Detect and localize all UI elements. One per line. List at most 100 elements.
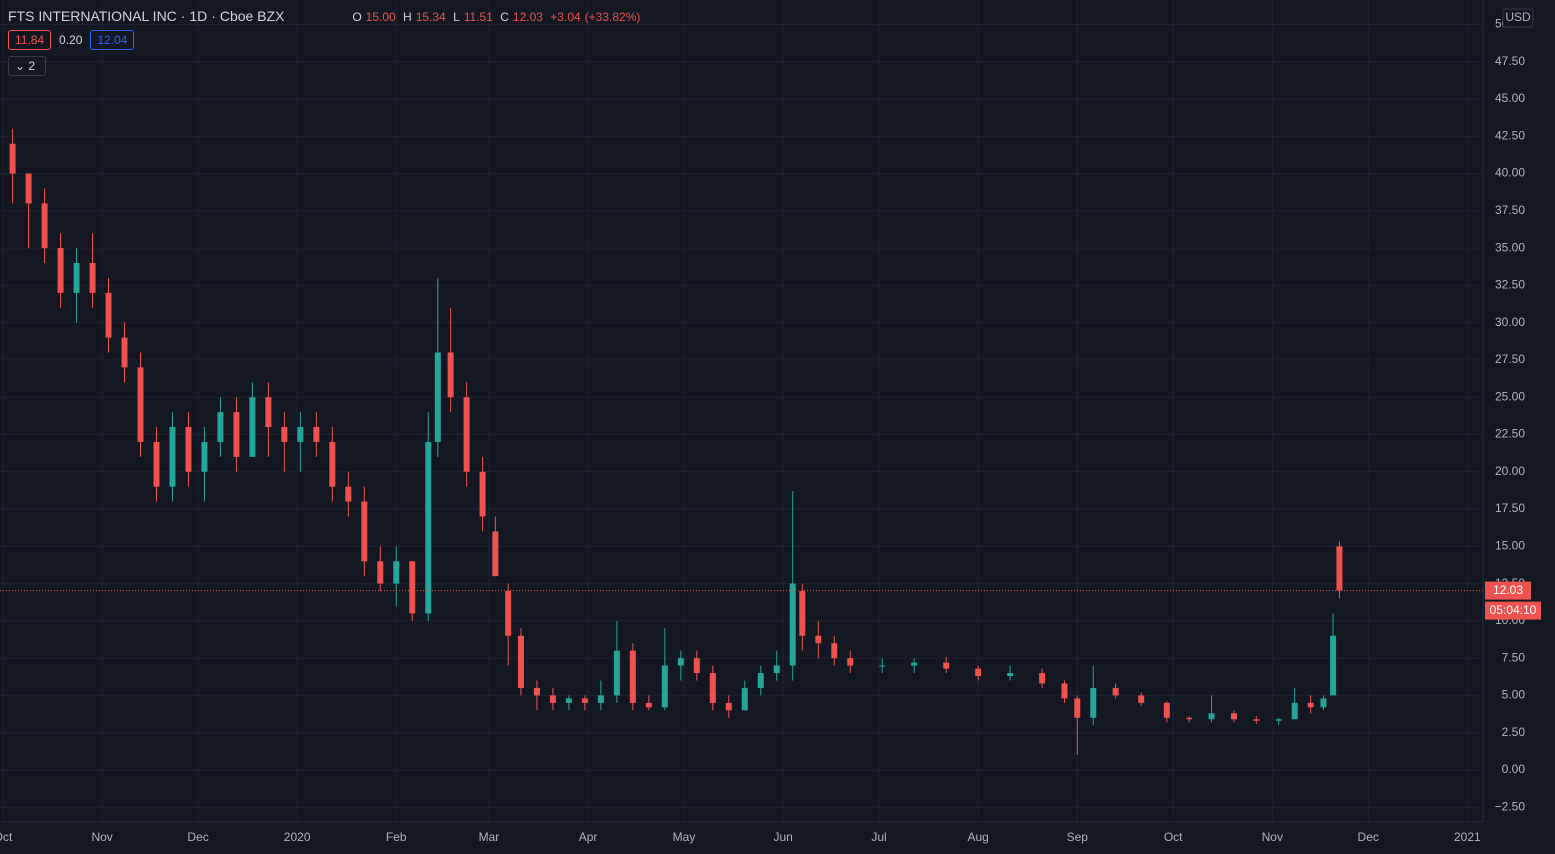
candle-body: [1090, 687, 1097, 718]
x-tick-label: 2020: [284, 830, 311, 844]
symbol[interactable]: FTS INTERNATIONAL INC: [8, 8, 177, 24]
candle-body: [943, 662, 950, 669]
candle-body: [1230, 713, 1237, 720]
candle-body: [1330, 635, 1337, 696]
x-tick-label: Sep: [1067, 830, 1089, 844]
currency-box: [1502, 8, 1534, 28]
candle-body: [645, 702, 652, 708]
candle-body: [169, 427, 176, 487]
candle-body: [565, 698, 572, 703]
candle-body: [393, 561, 400, 584]
candle-body: [1112, 687, 1119, 696]
interval[interactable]: 1D: [189, 8, 208, 24]
x-tick-label: Aug: [967, 830, 988, 844]
last-price-label: 12.03: [1493, 583, 1523, 597]
label: H: [403, 10, 412, 24]
y-tick-label: 37.50: [1495, 203, 1525, 217]
bid[interactable]: 11.84: [8, 30, 52, 50]
change-pct: (+33.82%): [584, 10, 641, 24]
y-tick-label: 15.00: [1495, 538, 1525, 552]
y-tick-label: 17.50: [1495, 501, 1525, 515]
change: +3.04: [550, 10, 581, 24]
candle-body: [201, 441, 208, 472]
label: L: [453, 10, 460, 24]
candle-body: [1163, 702, 1170, 718]
y-tick-label: 47.50: [1495, 54, 1525, 68]
y-tick-label: 20.00: [1495, 464, 1525, 478]
candle-body: [233, 412, 240, 457]
y-tick-label: 30.00: [1495, 315, 1525, 329]
y-tick-label: −2.50: [1495, 799, 1526, 813]
candle-body: [265, 397, 272, 428]
candle-body: [677, 658, 684, 666]
candle-body: [581, 698, 588, 703]
candle-body: [479, 471, 486, 517]
y-tick-label: 35.00: [1495, 240, 1525, 254]
indicator-count: 2: [28, 59, 36, 73]
candle-body: [25, 173, 32, 204]
candle-body: [505, 591, 512, 636]
legend-row: FTS INTERNATIONAL INC · 1D · Cboe BZX O 15.…: [8, 8, 641, 24]
candle-body: [1007, 673, 1014, 677]
candle-body: [613, 650, 620, 696]
countdown-badge: [1485, 601, 1541, 620]
y-tick-label: 45.00: [1495, 91, 1525, 105]
x-tick-label: Apr: [579, 830, 598, 844]
candle-body: [757, 673, 764, 688]
x-tick-label: Nov: [1262, 830, 1283, 844]
axis-bg: [1483, 0, 1555, 854]
y-tick-label: 25.00: [1495, 389, 1525, 403]
candle-body: [815, 635, 822, 644]
header: FTS INTERNATIONAL INC · 1D · Cboe BZX O 15.…: [8, 8, 648, 76]
candle-body: [185, 427, 192, 472]
candle-body: [1039, 673, 1046, 684]
candle-body: [1275, 719, 1282, 721]
candle-body: [409, 561, 416, 614]
candle-body: [629, 650, 636, 703]
candle-body: [517, 635, 524, 688]
candle-body: [217, 412, 224, 442]
y-tick-label: 40.00: [1495, 166, 1525, 180]
x-tick-label: Jul: [871, 830, 886, 844]
candle-body: [105, 292, 112, 338]
x-tick-label: Oct: [0, 830, 13, 844]
candle-body: [975, 668, 982, 677]
indicator-toggle[interactable]: ⌄ 2: [8, 56, 47, 76]
last-price-badge: [1485, 581, 1531, 600]
quote-row: 11.84 0.20 12.04: [8, 30, 648, 50]
candle-body: [281, 427, 288, 442]
candle-body: [847, 658, 854, 666]
candle-body: [709, 673, 716, 703]
candle-body: [597, 695, 604, 703]
x-tick-label: Dec: [187, 830, 208, 844]
candle-body: [447, 352, 454, 398]
candle-body: [1307, 702, 1314, 708]
spread: 0.20: [59, 33, 83, 47]
x-tick-label: Feb: [386, 830, 407, 844]
candle-body: [329, 441, 336, 487]
candle-body: [57, 248, 64, 293]
candle-body: [89, 263, 96, 293]
candle-body: [1061, 683, 1068, 699]
y-tick-label: 32.50: [1495, 278, 1525, 292]
candle-body: [661, 665, 668, 708]
label: C: [500, 10, 509, 24]
grid: [0, 0, 1483, 822]
x-tick-label: Dec: [1358, 830, 1379, 844]
candle-body: [741, 687, 748, 711]
candle-body: [533, 687, 540, 696]
value: 11.51: [463, 10, 493, 24]
y-tick-label: 27.50: [1495, 352, 1525, 366]
ask[interactable]: 12.04: [90, 30, 135, 50]
candle-body: [313, 427, 320, 442]
candle-body: [1253, 719, 1260, 721]
x-tick-label: Jun: [773, 830, 792, 844]
x-tick-label: Oct: [1164, 830, 1183, 844]
candle-body: [879, 665, 886, 667]
exchange: Cboe BZX: [219, 8, 285, 24]
y-tick-label: 2.50: [1502, 725, 1526, 739]
indicator-row: ⌄ 2: [8, 56, 648, 76]
candle-body: [1320, 698, 1327, 708]
candle-body: [425, 441, 432, 614]
